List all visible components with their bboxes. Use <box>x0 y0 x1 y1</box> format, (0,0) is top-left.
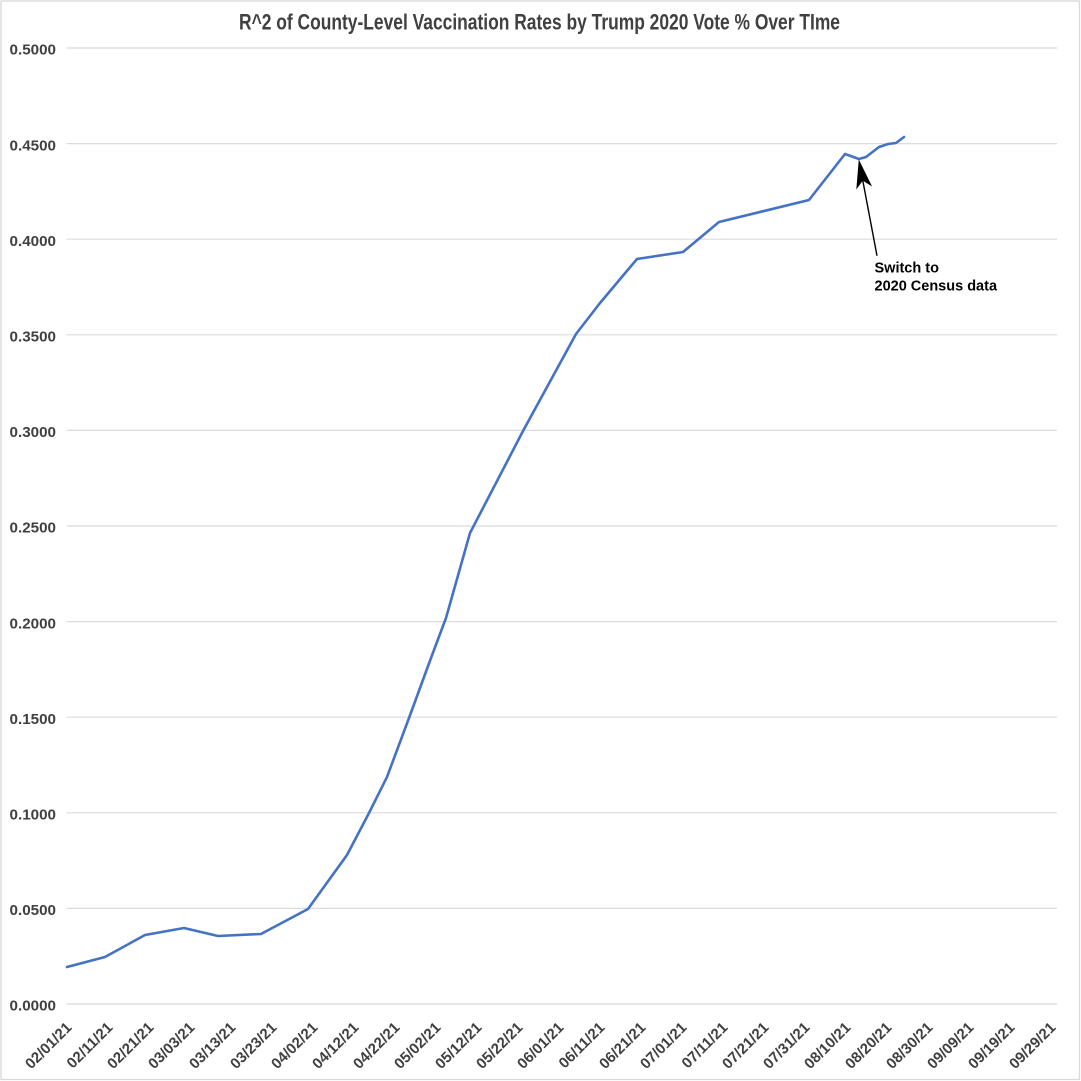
svg-text:0.2500: 0.2500 <box>10 520 56 537</box>
svg-text:0.0000: 0.0000 <box>10 998 56 1015</box>
svg-text:0.4500: 0.4500 <box>10 137 56 154</box>
svg-text:0.5000: 0.5000 <box>10 42 56 59</box>
svg-text:0.4000: 0.4000 <box>10 233 56 250</box>
svg-text:0.1500: 0.1500 <box>10 711 56 728</box>
svg-text:0.0500: 0.0500 <box>10 902 56 919</box>
svg-text:0.3000: 0.3000 <box>10 424 56 441</box>
svg-text:0.3500: 0.3500 <box>10 329 56 346</box>
svg-text:0.2000: 0.2000 <box>10 615 56 632</box>
svg-text:Switch to: Switch to <box>875 261 940 277</box>
svg-text:0.1000: 0.1000 <box>10 807 56 824</box>
svg-text:R^2 of County-Level Vaccinatio: R^2 of County-Level Vaccination Rates by… <box>239 10 840 35</box>
svg-text:2020 Census data: 2020 Census data <box>875 279 998 295</box>
